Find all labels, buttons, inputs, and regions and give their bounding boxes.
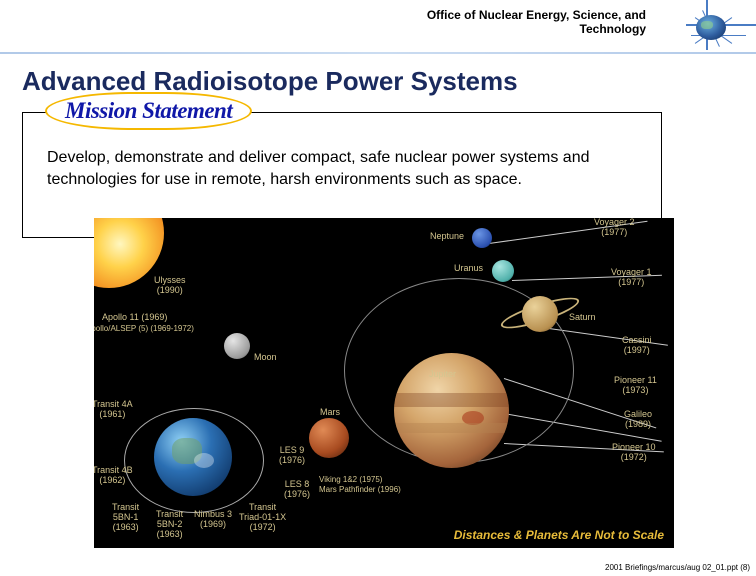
label-saturn: Saturn (569, 313, 596, 323)
header-logo (656, 0, 756, 54)
label-nimbus3: Nimbus 3 (1969) (194, 510, 232, 530)
label-transit4a: Transit 4A (1961) (94, 400, 133, 420)
saturn-icon (522, 296, 558, 332)
solar-system-figure: Neptune Uranus Saturn Jupiter Mars Moon … (94, 218, 674, 548)
slide-title: Advanced Radioisotope Power Systems (22, 66, 518, 97)
office-line2: Technology (580, 22, 646, 36)
label-neptune: Neptune (430, 232, 464, 242)
mars-icon (309, 418, 349, 458)
label-pathfinder: Mars Pathfinder (1996) (319, 486, 449, 495)
mission-badge-text: Mission Statement (65, 98, 232, 123)
uranus-icon (492, 260, 514, 282)
label-transit5bn1: Transit 5BN-1 (1963) (112, 503, 139, 533)
slide-header: Office of Nuclear Energy, Science, and T… (0, 0, 756, 54)
label-voyager2: Voyager 2 (1977) (594, 218, 635, 238)
label-apollo-alsep: Apollo/ALSEP (5) (1969-1972) (94, 325, 226, 334)
label-mars: Mars (320, 408, 340, 418)
label-pioneer11: Pioneer 11 (1973) (614, 376, 657, 396)
globe-icon (696, 15, 726, 40)
office-label: Office of Nuclear Energy, Science, and T… (427, 8, 646, 37)
label-jupiter: Jupiter (429, 370, 456, 380)
label-moon: Moon (254, 353, 277, 363)
office-line1: Office of Nuclear Energy, Science, and (427, 8, 646, 22)
label-galileo: Galileo (1989) (624, 410, 652, 430)
footer-path: 2001 Briefings/marcus/aug 02_01.ppt (8) (605, 563, 750, 572)
label-uranus: Uranus (454, 264, 483, 274)
label-pioneer10: Pioneer 10 (1972) (612, 443, 656, 463)
label-les9: LES 9 (1976) (279, 446, 305, 466)
label-les8: LES 8 (1976) (284, 480, 310, 500)
label-ulysses: Ulysses (1990) (154, 276, 186, 296)
label-viking: Viking 1&2 (1975) (319, 476, 429, 485)
mission-body: Develop, demonstrate and deliver compact… (47, 147, 641, 190)
label-transit4b: Transit 4B (1962) (94, 466, 133, 486)
moon-icon (224, 333, 250, 359)
label-triad: Transit Triad-01-1X (1972) (239, 503, 286, 533)
earth-icon (154, 418, 232, 496)
mission-badge: Mission Statement (45, 92, 252, 130)
label-voyager1: Voyager 1 (1977) (611, 268, 652, 288)
label-apollo11: Apollo 11 (1969) (102, 313, 182, 323)
jupiter-spot-icon (462, 411, 484, 425)
header-divider (0, 52, 756, 54)
label-transit5bn2: Transit 5BN-2 (1963) (156, 510, 183, 540)
label-cassini: Cassini (1997) (622, 336, 652, 356)
neptune-icon (472, 228, 492, 248)
scale-note: Distances & Planets Are Not to Scale (454, 528, 664, 542)
